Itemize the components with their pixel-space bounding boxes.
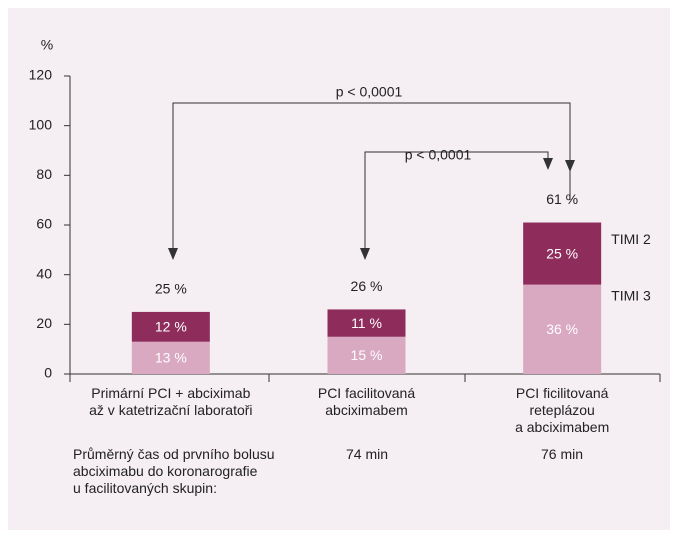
y-tick-label: 40 [36,265,52,281]
category-separators [69,374,661,382]
total-label: 25 % [155,281,187,297]
bar-segment [131,341,210,374]
legend-label: TIMI 3 [611,287,651,303]
total-label: 61 % [546,191,578,207]
value-label: 25 % [546,245,578,261]
bar-segment [523,222,602,285]
y-tick-label: 120 [29,67,53,83]
bar-segment [523,284,602,374]
bar-segment [131,311,210,342]
y-tick-label: 0 [44,365,52,381]
footnote-value: 76 min [540,446,584,462]
value-label: 13 % [155,350,187,366]
y-tick-label: 100 [29,116,53,132]
annotation: p < 0,0001 [336,84,403,100]
value-label: 36 % [546,321,578,337]
value-label: 12 % [155,319,187,335]
annotation: p < 0,0001 [405,147,472,163]
arrowheads [168,158,575,260]
bar-segment [327,336,406,374]
value-label: 11 % [351,315,382,331]
value-label: 15 % [351,347,383,363]
x-tick-label: PCI facilitovaná abciximabem [317,385,416,418]
y-tick-label: 20 [36,315,52,331]
y-tick-label: 60 [36,216,52,232]
footnote-value: 74 min [345,446,389,462]
y-tick-label: 80 [36,166,52,182]
x-tick-label: PCI ficilitovaná reteplázou a abciximabe… [515,385,610,435]
total-label: 26 % [351,278,383,294]
footnote-label: Průměrný čas od prvního bolusu abciximab… [73,446,275,496]
y-axis-label: % [41,37,53,53]
bar-segment [327,309,406,337]
x-tick-label: Primární PCI + abciximab až v katetrizač… [89,385,253,418]
legend-label: TIMI 2 [611,231,651,247]
